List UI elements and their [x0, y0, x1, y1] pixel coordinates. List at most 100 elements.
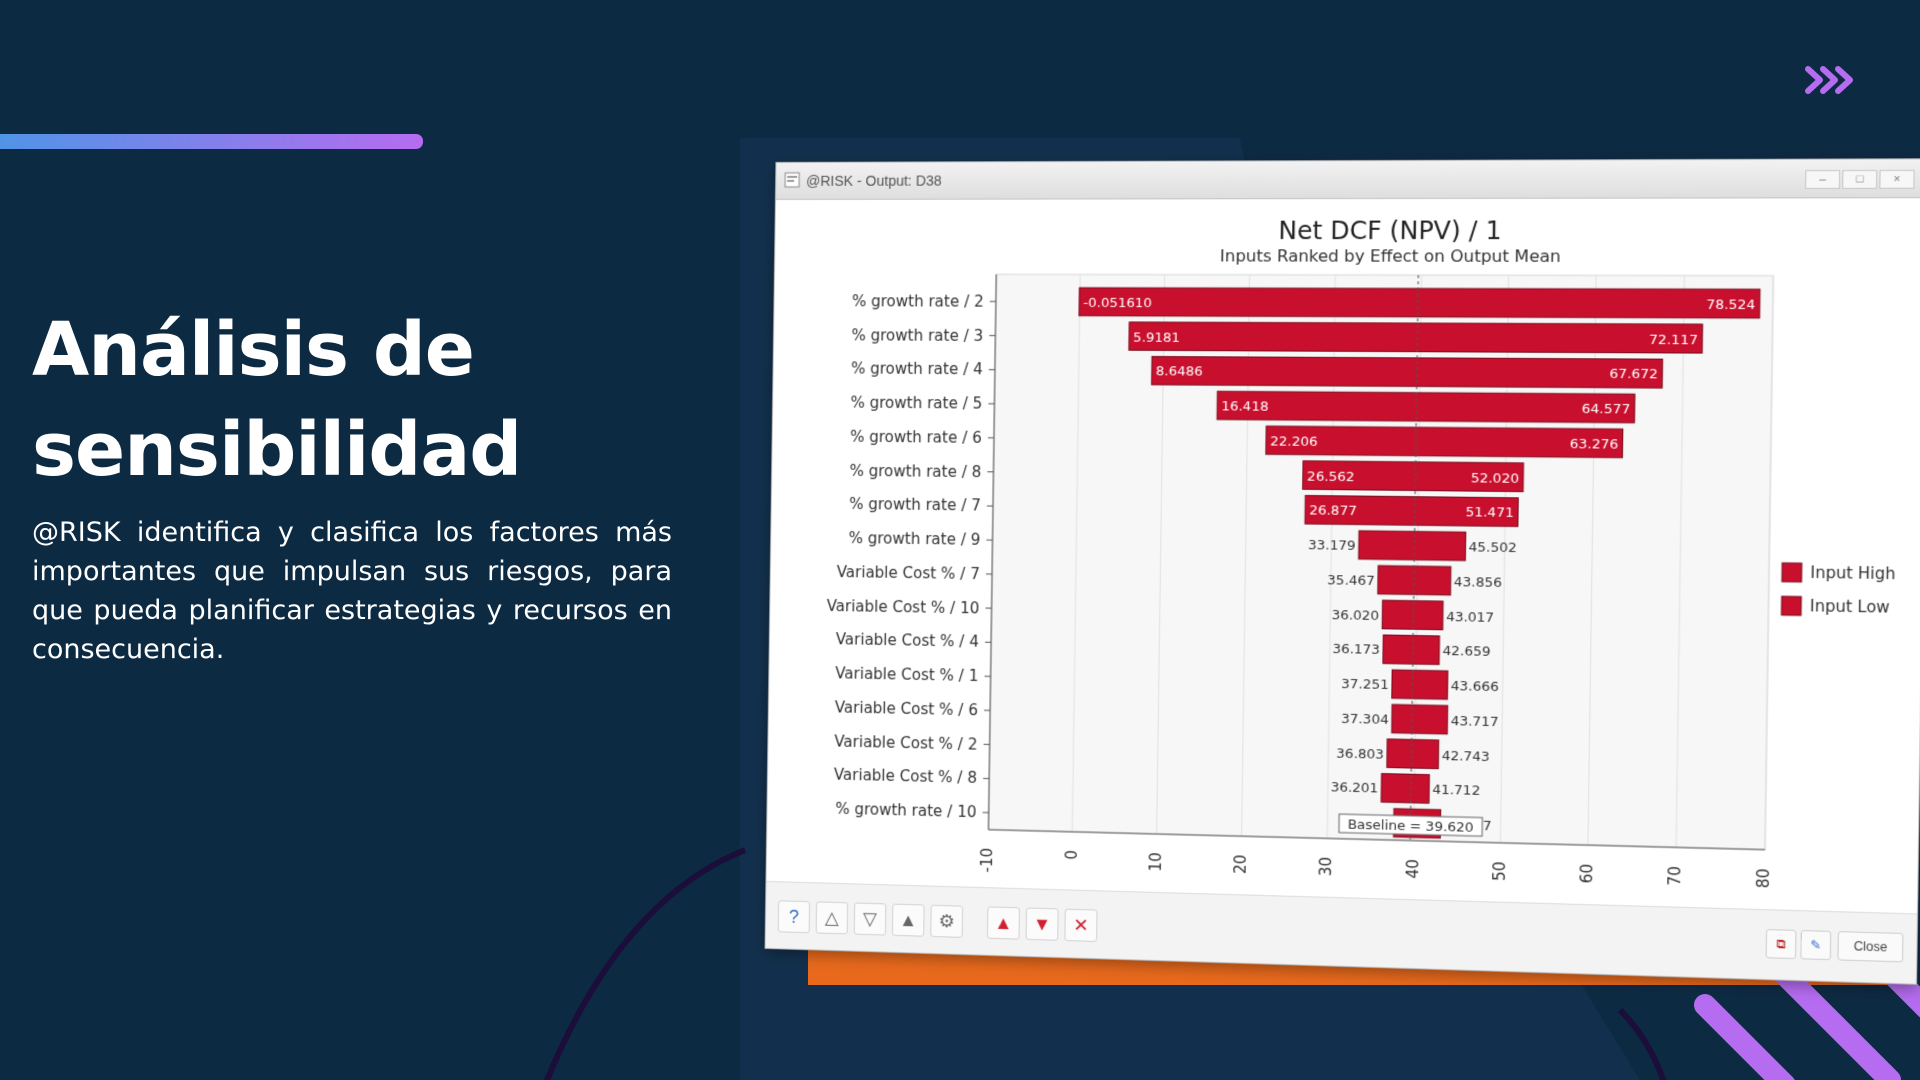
bar-low-label: 26.877 — [1309, 504, 1357, 520]
filter-icon[interactable]: ▽ — [854, 902, 887, 935]
tornado-bar — [1079, 288, 1760, 318]
bar-high-label: 67.672 — [1609, 367, 1658, 383]
bar-high-label: 78.524 — [1706, 297, 1755, 313]
tornado-bar — [1381, 774, 1429, 804]
dark-arc — [545, 850, 745, 1080]
tornado-down-icon[interactable]: ▼ — [1026, 907, 1059, 940]
bar-high-label: 72.117 — [1649, 332, 1698, 348]
bar-low-label: -0.051610 — [1083, 296, 1152, 311]
x-tick-label: 20 — [1231, 854, 1250, 874]
legend-swatch-high — [1782, 563, 1802, 582]
y-category-label: Variable Cost % / 10 — [827, 596, 980, 617]
legend-swatch-low — [1781, 596, 1801, 615]
tornado-bar — [1387, 739, 1439, 769]
chart-legend: Input High Input Low — [1781, 563, 1895, 617]
bar-low-label: 16.418 — [1221, 399, 1268, 415]
tornado-bar — [1152, 357, 1663, 388]
bar-low-label: 5.9181 — [1133, 330, 1180, 345]
y-category-label: % growth rate / 5 — [850, 394, 982, 413]
y-category-label: % growth rate / 4 — [851, 360, 983, 379]
bar-low-label: 36.020 — [1331, 608, 1379, 624]
close-window-button[interactable]: × — [1879, 170, 1914, 189]
y-category-label: % growth rate / 6 — [850, 428, 982, 447]
window-title: @RISK - Output: D38 — [806, 172, 942, 188]
x-tick-label: 10 — [1146, 852, 1165, 872]
y-category-label: % growth rate / 10 — [835, 800, 976, 822]
bar-low-label: 22.206 — [1270, 434, 1318, 450]
x-tick-label: 60 — [1577, 863, 1597, 883]
help-icon[interactable]: ? — [778, 900, 810, 933]
y-category-label: % growth rate / 3 — [851, 326, 983, 345]
baseline-label: Baseline = 39.620 — [1347, 817, 1473, 836]
window-titlebar[interactable]: @RISK - Output: D38 – □ × — [776, 159, 1920, 200]
bar-low-label: 26.562 — [1307, 469, 1355, 485]
x-tick-label: 70 — [1665, 866, 1685, 886]
tornado-bar — [1383, 635, 1440, 664]
y-category-label: Variable Cost % / 2 — [834, 732, 977, 753]
x-tick-label: 40 — [1403, 859, 1422, 879]
settings-icon[interactable]: ⚙ — [930, 905, 963, 938]
legend-label-high: Input High — [1810, 563, 1896, 583]
bar-high-label: 63.276 — [1570, 437, 1619, 453]
slide-body-text: @RISK identifica y clasifica los factore… — [32, 513, 672, 669]
bar-low-label: 33.179 — [1308, 538, 1356, 554]
tornado-bar — [1392, 704, 1448, 734]
delete-icon[interactable]: ✕ — [1064, 909, 1097, 942]
maximize-button[interactable]: □ — [1842, 170, 1877, 189]
tornado-up-icon[interactable]: ▲ — [987, 906, 1020, 939]
tornado-bar — [1392, 670, 1448, 700]
bar-low-label: 8.6486 — [1156, 364, 1203, 380]
bar-high-label: 43.856 — [1454, 575, 1502, 591]
tornado-bar — [1217, 391, 1635, 423]
y-category-label: Variable Cost % / 6 — [835, 698, 978, 719]
close-button[interactable]: Close — [1837, 931, 1903, 962]
edit-icon[interactable]: ✎ — [1800, 930, 1831, 960]
bar-high-label: 42.659 — [1442, 644, 1490, 660]
y-category-label: % growth rate / 2 — [852, 292, 984, 311]
tornado-chart: Net DCF (NPV) / 1 Inputs Ranked by Effec… — [766, 197, 1920, 911]
risk-output-window: @RISK - Output: D38 – □ × Net DCF (NPV) … — [765, 158, 1920, 985]
y-category-label: % growth rate / 9 — [849, 529, 981, 549]
slide-title: Análisis de sensibilidad — [32, 300, 712, 500]
y-category-label: Variable Cost % / 8 — [834, 766, 977, 788]
tornado-bar — [1129, 322, 1703, 353]
triple-chevron-right-icon — [1808, 69, 1850, 91]
purple-stripe-2 — [1705, 1005, 1785, 1080]
app-icon — [784, 172, 800, 188]
x-tick-label: 80 — [1754, 868, 1774, 888]
bar-low-label: 36.173 — [1332, 642, 1380, 658]
bar-low-label: 37.251 — [1341, 677, 1389, 693]
distribution-icon[interactable]: △ — [816, 901, 848, 934]
bar-high-label: 45.502 — [1469, 540, 1517, 556]
x-tick-label: 0 — [1062, 850, 1081, 860]
accent-gradient-line — [0, 134, 423, 149]
x-tick-label: 50 — [1490, 861, 1509, 881]
bar-high-label: 43.666 — [1451, 679, 1499, 695]
minimize-button[interactable]: – — [1805, 170, 1840, 189]
y-category-label: % growth rate / 7 — [849, 495, 981, 515]
bar-low-label: 36.803 — [1336, 746, 1384, 762]
histogram-icon[interactable]: ▲ — [892, 904, 925, 937]
bar-low-label: 35.467 — [1327, 573, 1375, 589]
chart-title: Net DCF (NPV) / 1 — [1278, 216, 1502, 245]
bar-low-label: 36.201 — [1331, 780, 1379, 797]
bar-high-label: 42.743 — [1442, 748, 1490, 765]
legend-label-low: Input Low — [1810, 597, 1890, 617]
bar-high-label: 51.471 — [1465, 505, 1513, 521]
chart-subtitle: Inputs Ranked by Effect on Output Mean — [1220, 246, 1561, 266]
tornado-bar — [1359, 531, 1466, 561]
y-category-label: % growth rate / 8 — [849, 461, 981, 480]
y-category-label: Variable Cost % / 4 — [836, 630, 979, 651]
y-category-label: Variable Cost % / 1 — [835, 664, 978, 685]
bar-low-label: 37.304 — [1341, 711, 1389, 727]
x-tick-label: -10 — [978, 848, 997, 873]
bar-high-label: 43.017 — [1446, 609, 1494, 625]
copy-icon[interactable]: ⧉ — [1766, 929, 1797, 959]
bar-high-label: 41.712 — [1432, 783, 1480, 800]
tornado-bar — [1382, 600, 1443, 629]
y-category-label: Variable Cost % / 7 — [837, 563, 980, 583]
bar-high-label: 43.717 — [1451, 714, 1499, 730]
bar-high-label: 64.577 — [1581, 402, 1630, 418]
x-tick-label: 30 — [1317, 857, 1336, 877]
bar-high-label: 52.020 — [1471, 471, 1519, 487]
